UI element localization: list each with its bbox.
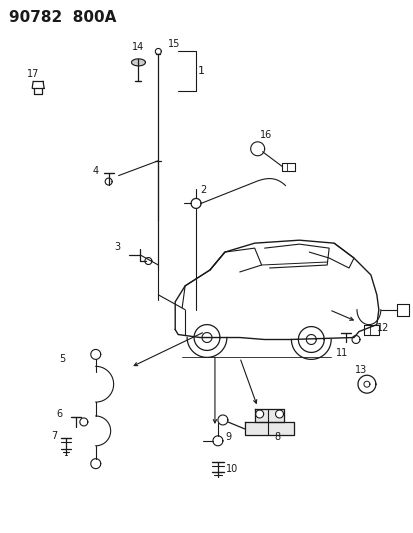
- Polygon shape: [191, 198, 201, 208]
- Text: 2: 2: [199, 184, 206, 195]
- Polygon shape: [155, 49, 161, 54]
- Polygon shape: [145, 257, 152, 264]
- Polygon shape: [363, 381, 369, 387]
- Text: 12: 12: [376, 322, 388, 333]
- Text: 6: 6: [56, 409, 62, 419]
- Text: 11: 11: [335, 349, 347, 358]
- Polygon shape: [131, 59, 145, 66]
- Polygon shape: [275, 410, 283, 418]
- Polygon shape: [298, 327, 323, 352]
- Polygon shape: [202, 333, 211, 343]
- Text: 13: 13: [354, 365, 366, 375]
- Polygon shape: [254, 409, 284, 422]
- Polygon shape: [306, 335, 316, 344]
- Polygon shape: [351, 336, 359, 343]
- Polygon shape: [194, 325, 219, 350]
- Text: 90782  800A: 90782 800A: [9, 10, 116, 25]
- Polygon shape: [255, 410, 263, 418]
- Text: 3: 3: [114, 242, 121, 252]
- Text: 9: 9: [225, 432, 231, 442]
- Polygon shape: [217, 415, 227, 425]
- Text: 7: 7: [51, 431, 57, 441]
- Text: 8: 8: [274, 432, 280, 442]
- Polygon shape: [90, 350, 100, 359]
- Polygon shape: [357, 375, 375, 393]
- Polygon shape: [244, 422, 294, 435]
- Text: 4: 4: [93, 166, 99, 176]
- Text: 15: 15: [168, 39, 180, 50]
- Polygon shape: [250, 142, 264, 156]
- Polygon shape: [80, 418, 88, 426]
- Text: 14: 14: [132, 43, 144, 52]
- Polygon shape: [212, 436, 222, 446]
- Text: 1: 1: [197, 66, 204, 76]
- Text: 16: 16: [259, 130, 271, 140]
- Text: 10: 10: [225, 464, 237, 474]
- Polygon shape: [90, 459, 100, 469]
- Polygon shape: [105, 178, 112, 185]
- Text: 5: 5: [59, 354, 65, 365]
- Text: 17: 17: [27, 69, 39, 79]
